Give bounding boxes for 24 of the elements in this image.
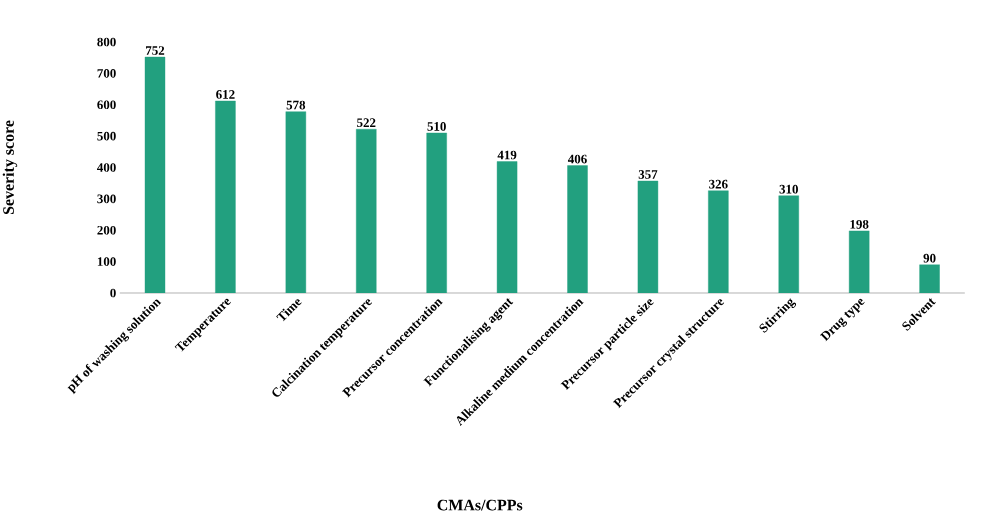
x-tick-label: Time	[276, 299, 302, 322]
data-label: 578	[286, 100, 306, 110]
data-label: 198	[850, 219, 869, 229]
data-label: 522	[357, 118, 376, 128]
data-label: 90	[923, 253, 936, 263]
y-tick-label: 0	[110, 288, 116, 298]
y-axis-title: Severity score	[2, 120, 18, 215]
y-tick-label: 200	[97, 225, 116, 235]
data-label: 612	[216, 90, 235, 99]
y-tick-label: 600	[97, 100, 116, 110]
y-tick-label: 500	[97, 131, 116, 141]
y-tick-label: 100	[97, 257, 116, 266]
x-axis-title: CMAs/CPPs	[437, 499, 523, 511]
data-label: 752	[146, 46, 165, 55]
y-tick-label: 400	[97, 163, 116, 172]
data-label: 406	[567, 154, 587, 164]
data-label: 419	[497, 150, 517, 160]
data-label: 357	[638, 170, 658, 179]
y-tick-label: 700	[97, 69, 116, 78]
y-tick-label: 300	[97, 194, 116, 204]
y-tick-label: 800	[97, 37, 116, 47]
data-label: 326	[709, 179, 728, 189]
data-label: 310	[779, 184, 798, 194]
data-label: 510	[427, 122, 446, 131]
